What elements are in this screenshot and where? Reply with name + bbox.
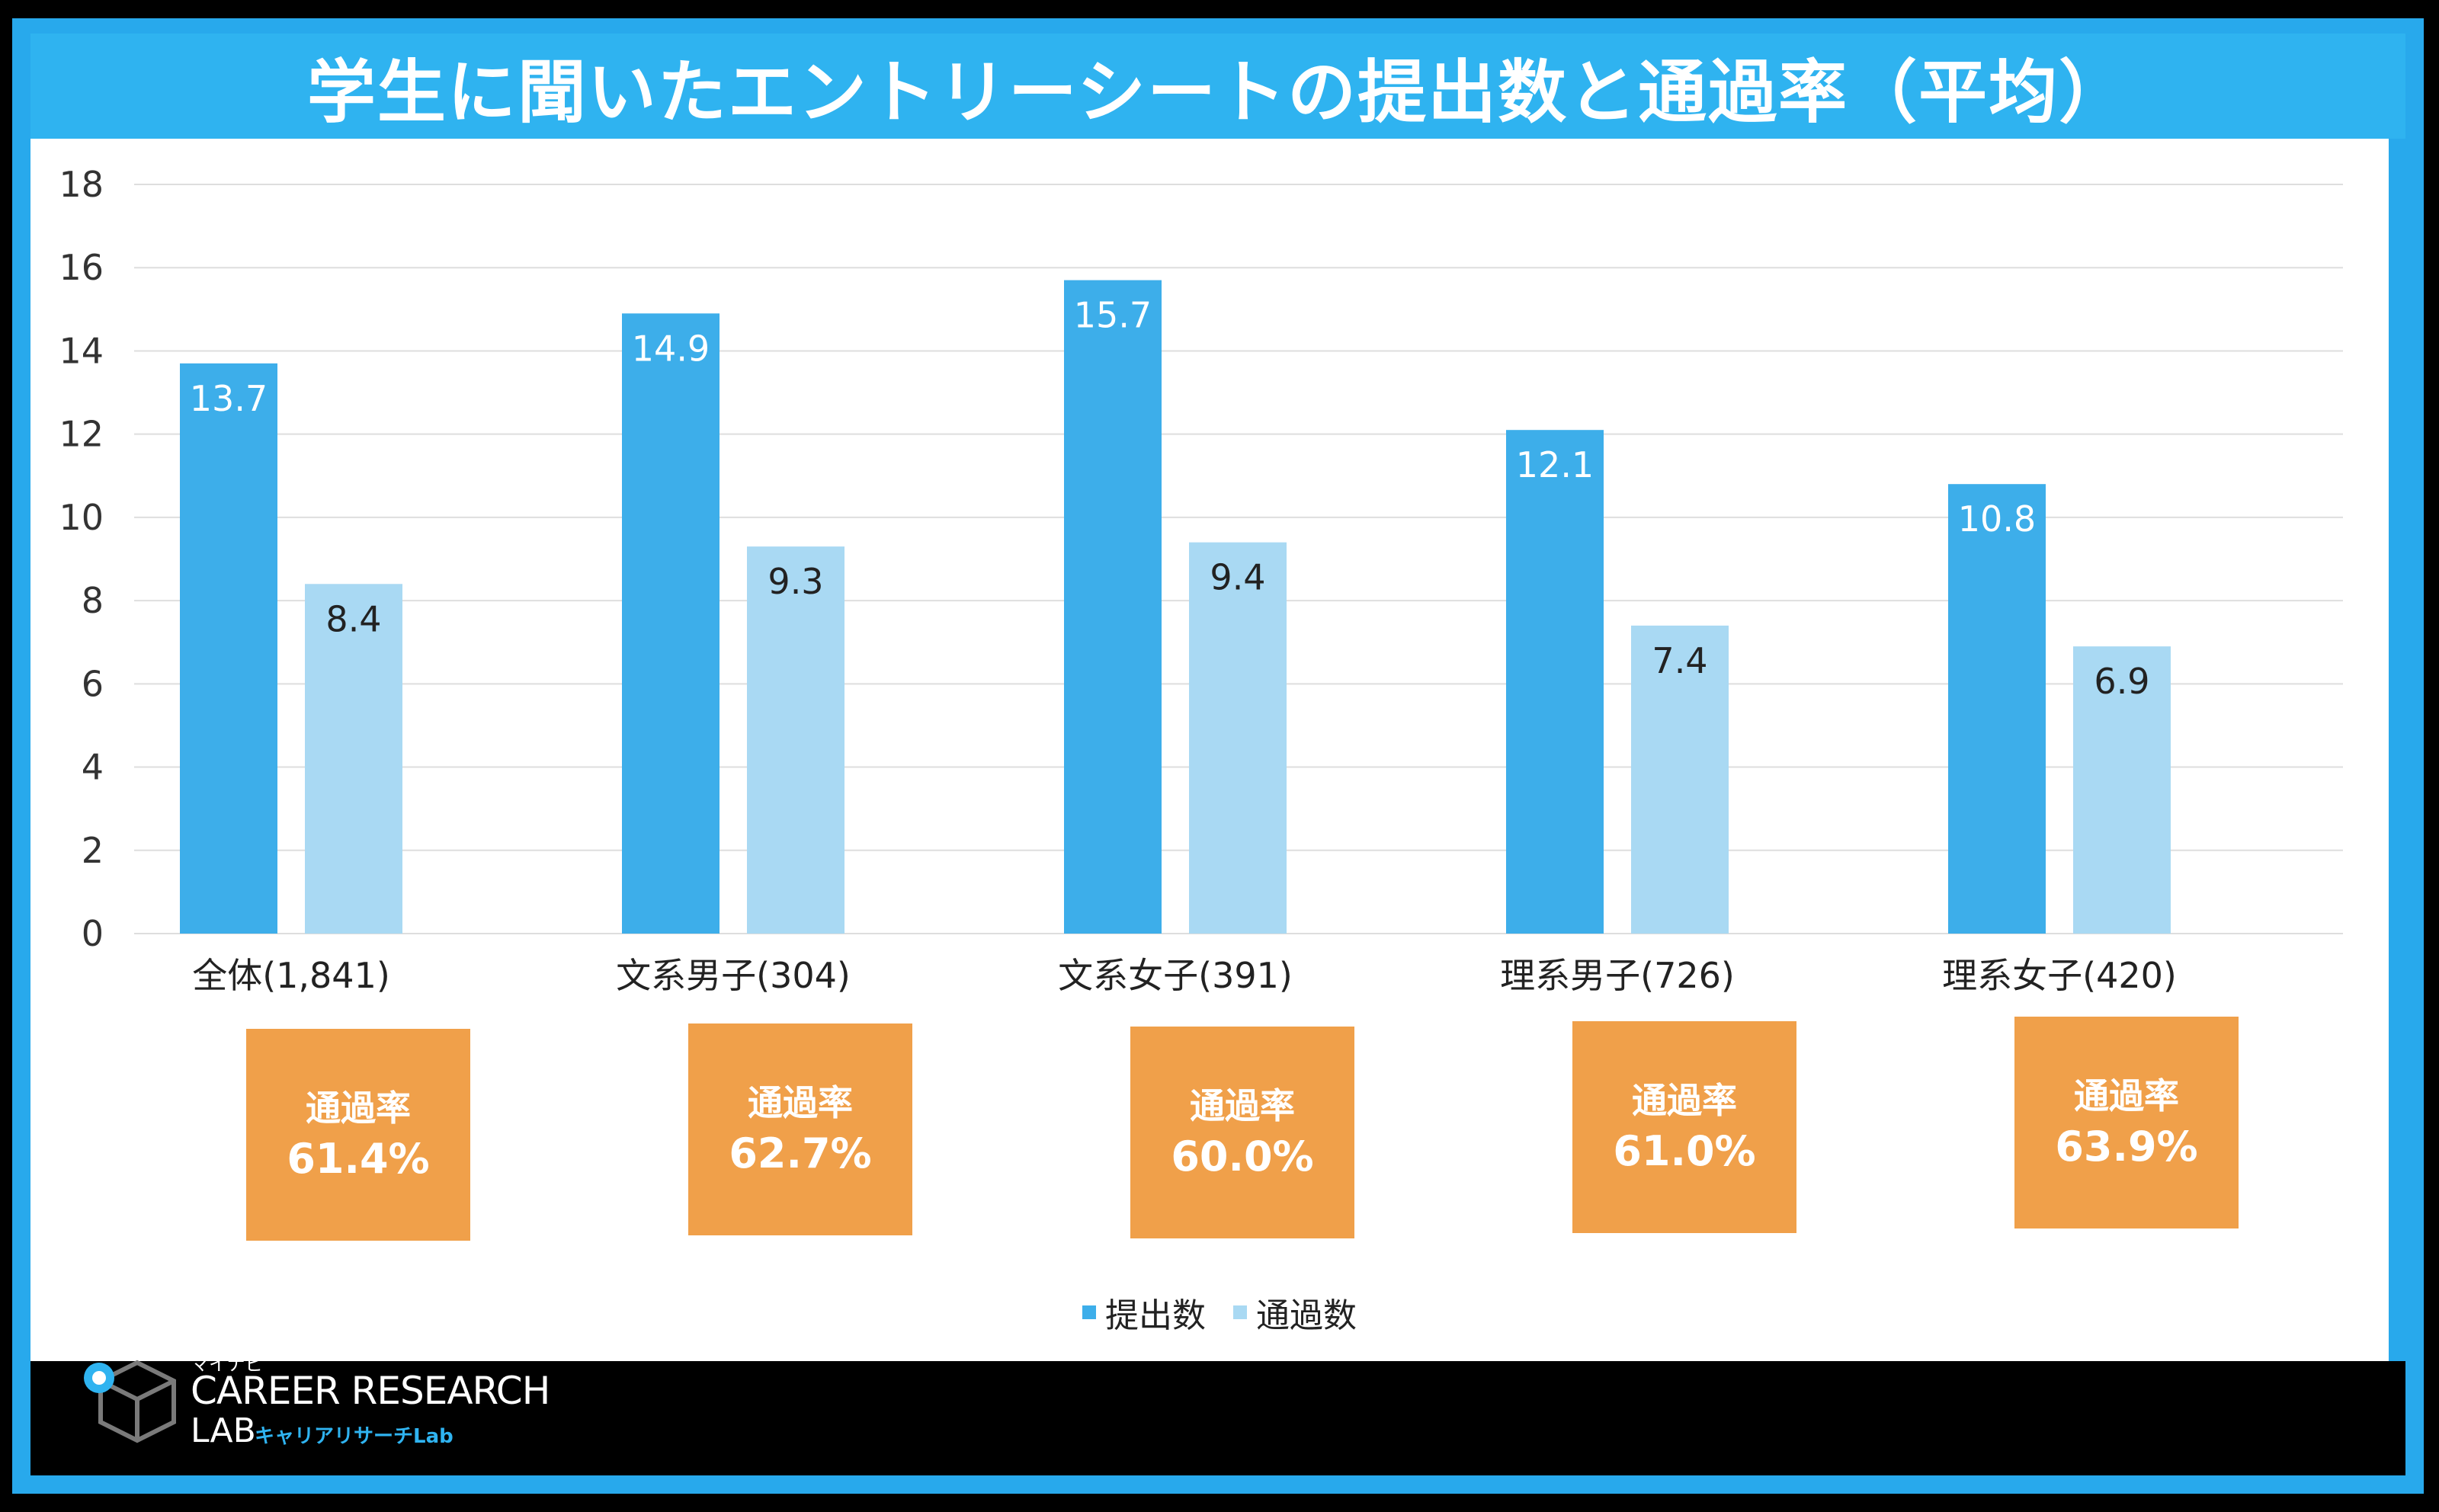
pass-rate-box: 通過率 61.0% [1572,1021,1796,1233]
logo-small-text: マイナビ [191,1353,264,1375]
data-label: 9.3 [768,561,823,602]
y-tick-label: 16 [59,247,104,288]
pass-rate-box: 通過率 63.9% [2014,1017,2239,1228]
y-axis-ticks: 0 2 4 6 8 10 12 14 16 18 [59,164,104,954]
legend: 提出数 通過数 [0,1288,2439,1337]
logo-lab-text: LAB [191,1411,256,1450]
data-label: 15.7 [1074,295,1152,336]
y-tick-label: 6 [82,663,104,704]
pass-rate-label: 通過率 [1632,1080,1737,1121]
pass-rate-box: 通過率 62.7% [688,1023,912,1235]
x-tick-label: 理系男子(726) [1500,955,1735,996]
bar-passed [1631,625,1729,934]
logo-kana-text: キャリアリサーチLab [255,1425,454,1448]
y-tick-label: 14 [59,330,104,371]
pass-rate-label: 通過率 [748,1082,853,1123]
pass-rate-value: 63.9% [2055,1123,2198,1171]
data-label: 8.4 [325,598,381,639]
data-label: 12.1 [1516,444,1594,485]
bar-passed [305,584,402,934]
pass-rate-label: 通過率 [1190,1085,1295,1126]
bar-submitted [622,313,720,934]
bar-passed [2073,646,2171,934]
pass-rate-label: 通過率 [306,1088,411,1129]
pass-rate-value: 61.0% [1613,1127,1756,1175]
legend-swatch-submitted [1082,1305,1096,1319]
y-tick-label: 18 [59,164,104,205]
pass-rate-value: 62.7% [729,1129,872,1177]
bar-passed [1189,542,1287,934]
y-tick-label: 8 [82,580,104,621]
pass-rate-box: 通過率 61.4% [246,1029,470,1241]
bottom-strip [30,1361,2405,1475]
x-tick-label: 全体(1,841) [192,955,390,996]
y-tick-label: 10 [59,497,104,538]
data-label: 10.8 [1958,498,2036,540]
data-labels: 13.7 14.9 15.7 12.1 10.8 8.4 9.3 9.4 7.4 6.9 [190,295,2150,703]
legend-swatch-passed [1233,1305,1247,1319]
pass-rate-box: 通過率 60.0% [1130,1027,1354,1238]
y-tick-label: 12 [59,414,104,455]
x-tick-label: 文系男子(304) [616,955,851,996]
bar-submitted [1064,280,1162,934]
bar-submitted [1506,430,1604,934]
logo-main-text: CAREER RESEARCH [191,1369,550,1413]
data-label: 6.9 [2094,661,2149,702]
data-label: 9.4 [1210,557,1265,598]
legend-label-submitted: 提出数 [1105,1296,1206,1335]
bar-passed [747,546,845,934]
x-axis-ticks: 全体(1,841) 文系男子(304) 文系女子(391) 理系男子(726) 理系女子… [192,955,2177,996]
career-research-lab-logo: マイナビ CAREER RESEARCH LAB キャリアリサーチLab [76,1349,550,1450]
x-tick-label: 理系女子(420) [1942,955,2177,996]
bars [180,280,2171,934]
data-label: 14.9 [632,328,710,369]
bar-submitted [180,363,277,934]
chart-title: 学生に聞いたエントリーシートの提出数と通過率（平均） [306,53,2130,133]
pass-rate-value: 60.0% [1171,1132,1314,1180]
pass-rate-value: 61.4% [287,1135,430,1183]
bar-submitted [1948,484,2046,934]
x-tick-label: 文系女子(391) [1058,955,1293,996]
legend-item-submitted: 提出数 [1082,1288,1206,1337]
y-tick-label: 0 [82,913,104,954]
y-tick-label: 4 [82,747,104,788]
legend-item-passed: 通過数 [1233,1288,1357,1337]
data-label: 7.4 [1652,640,1707,681]
data-label: 13.7 [190,378,268,419]
cube-logo-icon [84,1360,176,1443]
pass-rate-label: 通過率 [2074,1075,2179,1116]
legend-label-passed: 通過数 [1256,1296,1357,1335]
title-banner: 学生に聞いたエントリーシートの提出数と通過率（平均） [30,34,2405,139]
y-tick-label: 2 [82,830,104,871]
